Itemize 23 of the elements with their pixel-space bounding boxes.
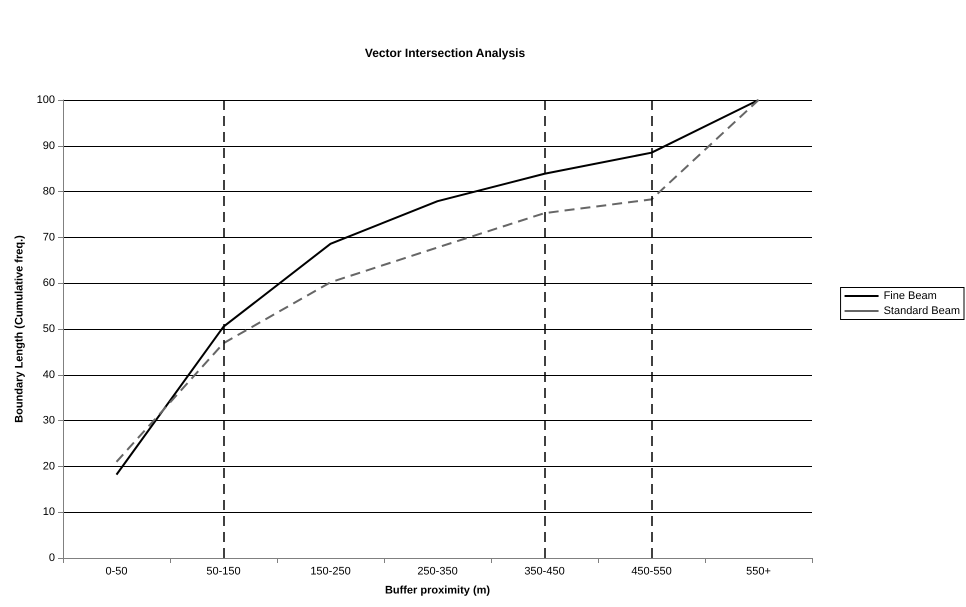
x-tick-label: 550+ [746, 566, 771, 578]
x-tick-label: 50-150 [206, 566, 241, 578]
y-tick-label: 10 [42, 506, 55, 518]
y-axis-title: Boundary Length (Cumulative freq.) [14, 234, 26, 423]
y-tick-label: 60 [42, 277, 55, 290]
y-tick-label: 70 [42, 231, 55, 244]
y-tick-label: 80 [42, 186, 55, 198]
y-tick-label: 90 [42, 140, 55, 152]
legend-label: Standard Beam [884, 305, 960, 317]
x-tick-label: 350-450 [524, 566, 565, 578]
y-tick-label: 0 [48, 552, 55, 564]
x-axis-title: Buffer proximity (m) [384, 584, 490, 596]
y-tick-label: 40 [42, 368, 55, 381]
y-tick-label: 50 [42, 323, 55, 335]
x-tick-label: 150-250 [310, 566, 351, 578]
x-tick-label: 250-350 [417, 566, 458, 578]
y-tick-label: 30 [42, 414, 55, 427]
y-tick-label: 20 [42, 460, 55, 472]
legend-label: Fine Beam [884, 290, 937, 302]
y-tick-label: 100 [36, 94, 55, 106]
x-tick-label: 450-550 [631, 566, 672, 578]
x-tick-label: 0-50 [105, 566, 128, 578]
chart-title: Vector Intersection Analysis [364, 46, 526, 60]
